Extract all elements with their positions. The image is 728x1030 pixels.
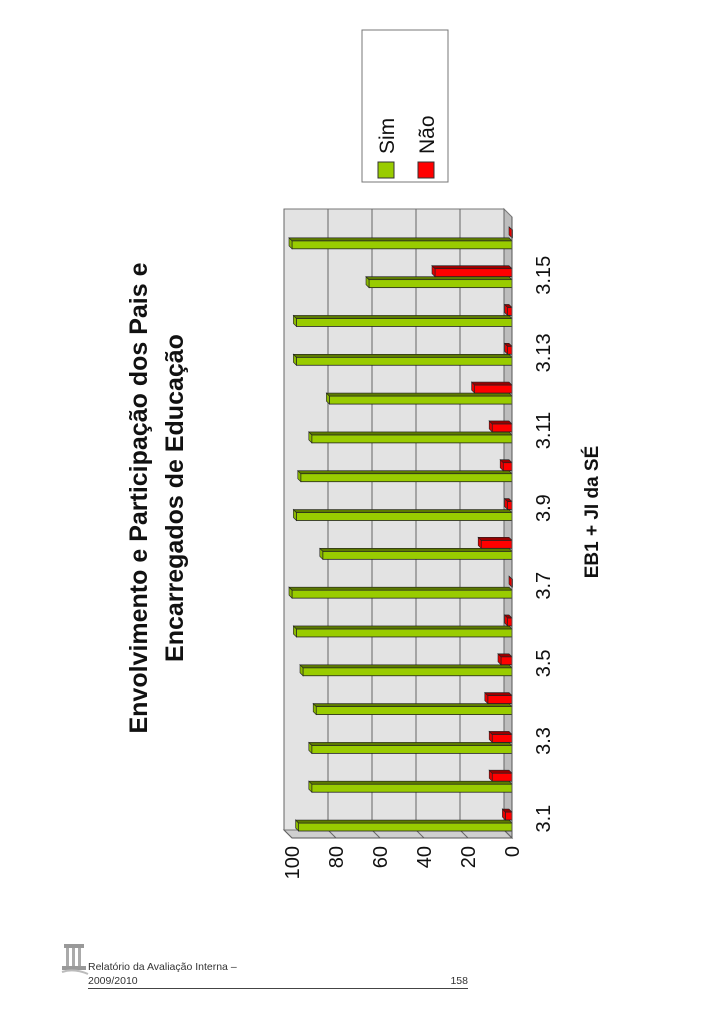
x-tick-label: 3.7 (533, 572, 555, 600)
bar-no-3-9 (507, 501, 513, 510)
bar-no-3-8 (480, 539, 513, 549)
bar-sim-3-9 (295, 512, 513, 521)
bar-sim-3-12-side (325, 392, 513, 397)
bar-no-3-5-side (497, 653, 513, 658)
footer-year: 2009/2010 (88, 975, 138, 987)
x-tick-label: 3.13 (533, 333, 555, 372)
bar-no-3-12 (474, 384, 513, 394)
bar-no-3-14-side (503, 304, 513, 308)
bar-sim-3-8-side (319, 548, 513, 552)
bar-no-3-13 (507, 345, 513, 355)
bar-sim-3-14 (295, 318, 513, 327)
y-tick-label: 40 (414, 846, 436, 868)
bar-sim-3-10 (300, 473, 513, 483)
bar-no-3-15-side (431, 265, 513, 269)
bar-sim-3-5-side (299, 664, 513, 669)
x-tick-label: 3.11 (533, 412, 555, 449)
bar-sim-3-16 (291, 240, 513, 250)
bar-no-3-5 (500, 656, 513, 666)
bar-sim-3-6-side (292, 625, 513, 630)
bar-no-3-14 (507, 307, 513, 316)
gridline-depth (283, 829, 293, 839)
bar-sim-3-6 (295, 628, 513, 638)
bar-sim-3-4 (315, 706, 513, 715)
y-tick-label: 60 (370, 846, 392, 868)
bar-sim-3-13 (295, 356, 513, 366)
bar-no-3-13-side (503, 342, 513, 347)
bar-no-3-10-side (499, 459, 513, 464)
plot-area: 0 20 40 60 80 100 3.1 3.3 3.5 3.7 3.9 3.11 3.13 3.15 (282, 207, 555, 879)
bar-no-3-4 (487, 695, 513, 704)
x-tick-label: 3.5 (533, 649, 555, 677)
bar-sim-3-16-side (288, 237, 513, 242)
bar-no-3-6-side (503, 614, 513, 619)
bar-no-3-16-side (508, 226, 513, 231)
bar-sim-3-9-side (292, 509, 513, 513)
bar-no-3-4-side (484, 692, 513, 696)
bar-sim-3-11-side (308, 431, 513, 436)
bar-no-3-1-side (501, 808, 513, 813)
legend-label-nao: Não (416, 115, 439, 154)
bar-sim-3-7 (291, 589, 513, 599)
bar-no-3-7-side (508, 575, 513, 580)
page-footer: Relatório da Avaliação Interna – 2009/20… (88, 960, 468, 989)
bar-no-3-3-side (488, 731, 513, 735)
bar-sim-3-2 (311, 783, 513, 793)
bar-no-3-2 (491, 772, 513, 782)
bar-no-3-2-side (488, 769, 513, 774)
bar-sim-3-13-side (292, 353, 513, 358)
footer-report-title: Relatório da Avaliação Interna – (88, 961, 237, 973)
bar-no-3-10 (502, 462, 513, 472)
bar-sim-3-1 (298, 822, 513, 832)
bar-no-3-15 (434, 268, 513, 278)
bar-sim-3-14-side (292, 315, 513, 319)
bar-sim-3-7-side (288, 586, 513, 591)
chart-title-line-2: Encarregados de Educação (161, 334, 189, 662)
bar-sim-3-3 (311, 744, 513, 754)
bar-sim-3-5 (302, 667, 513, 677)
x-axis-label: EB1 + JI da SÉ (581, 446, 603, 579)
x-tick-label: 3.15 (533, 256, 555, 295)
legend-swatch-nao (417, 161, 435, 179)
y-tick-label: 20 (458, 846, 480, 868)
bar-no-3-1 (504, 811, 513, 821)
bar-sim-3-15 (368, 279, 513, 289)
school-logo-icon (60, 938, 90, 978)
page-number: 158 (450, 975, 468, 987)
y-tick-label: 100 (282, 846, 304, 879)
x-tick-label: 3.1 (533, 805, 555, 833)
chart-title-line-1: Envolvimento e Participação dos Pais e (125, 262, 153, 733)
bar-no-3-11 (491, 423, 513, 433)
bar-sim-3-11 (311, 434, 513, 444)
bar-no-3-6 (507, 617, 513, 627)
bar-sim-3-1-side (294, 819, 513, 824)
bar-sim-3-2-side (308, 780, 513, 785)
legend-box (361, 29, 449, 183)
legend: Sim Não (361, 29, 449, 183)
bar-sim-3-8 (322, 550, 513, 560)
bar-no-3-3 (491, 733, 513, 743)
x-tick-label: 3.3 (533, 727, 555, 755)
bar-sim-3-15-side (365, 276, 513, 280)
bar-no-3-9-side (503, 498, 513, 502)
y-tick-label: 0 (502, 846, 524, 857)
x-tick-label: 3.9 (533, 494, 555, 522)
bar-no-3-11-side (488, 420, 513, 425)
legend-swatch-sim (377, 161, 395, 179)
bar-sim-3-10-side (297, 470, 513, 475)
bar-sim-3-12 (328, 395, 513, 405)
chart: Envolvimento e Participação dos Pais e E… (125, 29, 603, 879)
bar-no-3-8-side (477, 537, 513, 541)
bar-sim-3-3-side (308, 742, 513, 746)
legend-label-sim: Sim (376, 118, 399, 154)
y-tick-label: 80 (326, 846, 348, 868)
bar-no-3-12-side (470, 381, 513, 386)
bar-sim-3-4-side (312, 703, 513, 707)
